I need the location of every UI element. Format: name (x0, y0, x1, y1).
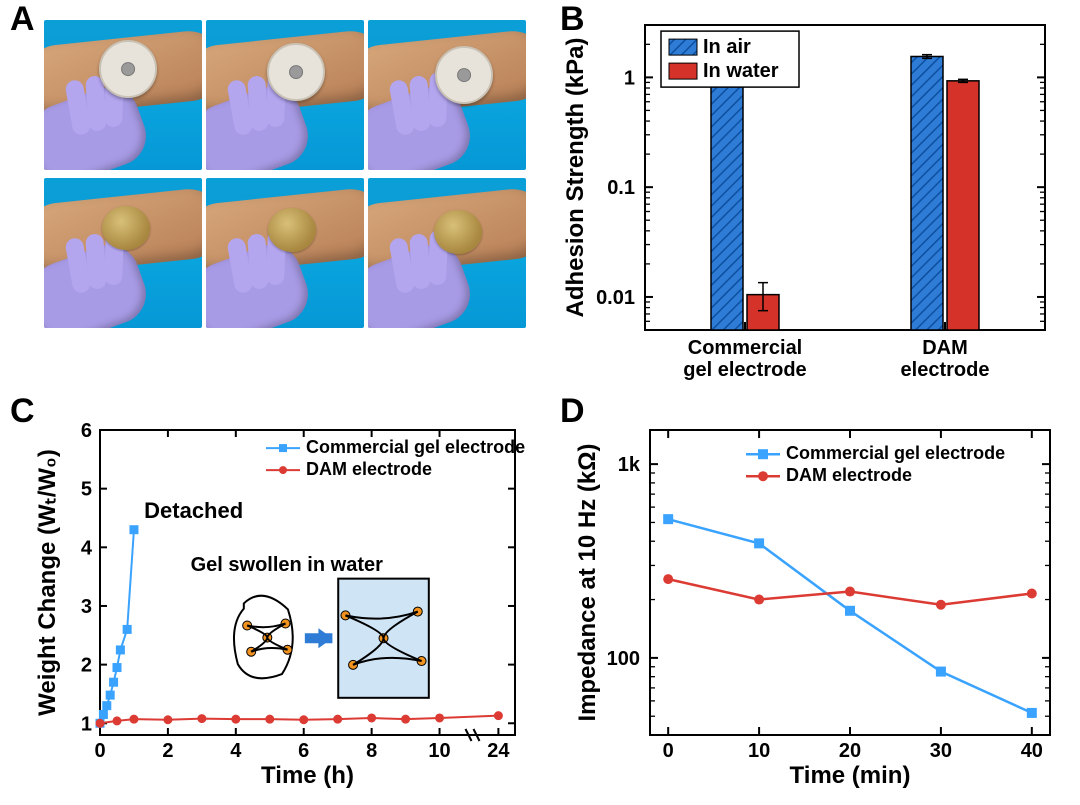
svg-text:1k: 1k (618, 454, 641, 476)
photo-r0-c2 (368, 20, 526, 170)
svg-text:100: 100 (607, 648, 640, 670)
photo-r0-c1 (206, 20, 364, 170)
svg-text:Commercial gel electrode: Commercial gel electrode (786, 443, 1005, 463)
svg-text:Impedance at 10 Hz (kΩ): Impedance at 10 Hz (kΩ) (574, 444, 601, 722)
photo-r1-c1 (206, 178, 364, 328)
photo-r1-c2 (368, 178, 526, 328)
svg-text:40: 40 (1021, 740, 1043, 762)
photo-r0-c0 (44, 20, 202, 170)
svg-text:10: 10 (748, 740, 770, 762)
svg-text:30: 30 (930, 740, 952, 762)
svg-text:DAM electrode: DAM electrode (786, 465, 912, 485)
svg-text:20: 20 (839, 740, 861, 762)
svg-text:Time (min): Time (min) (790, 762, 911, 789)
figure-root: A B C D 0.010.11Adhesion Strength (kPa)C… (0, 0, 1080, 805)
photo-r1-c0 (44, 178, 202, 328)
svg-text:0: 0 (663, 740, 674, 762)
